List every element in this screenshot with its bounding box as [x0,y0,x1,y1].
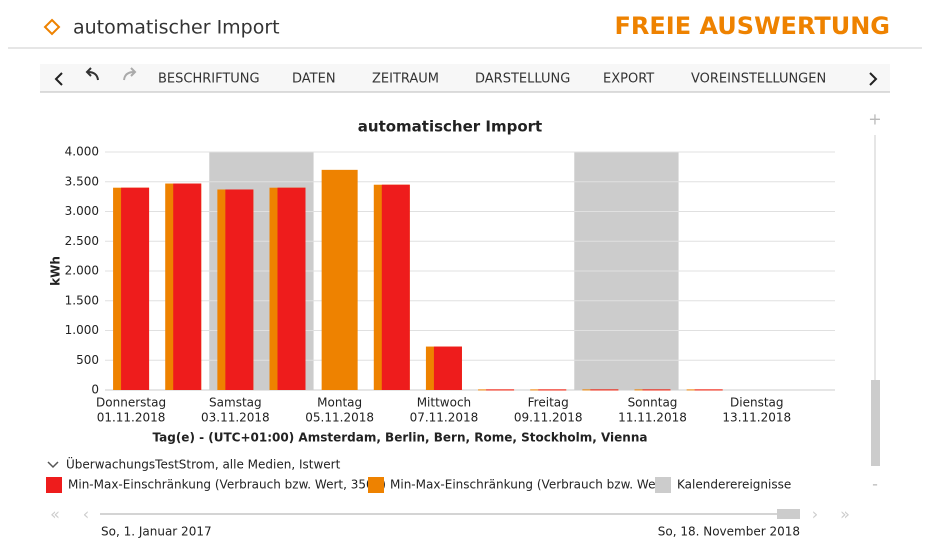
x-tick-weekday: Samstag [209,396,262,410]
x-tick-date: 07.11.2018 [410,411,479,425]
y-tick-label: 500 [76,353,99,367]
page-title: automatischer Import [73,17,280,39]
nav-next[interactable]: › [812,505,818,524]
y-tick-label: 3.000 [65,204,99,218]
legend-swatch[interactable] [655,477,671,493]
y-tick-label: 2.500 [65,234,99,248]
legend-group: ÜberwachungsTestStrom, alle Medien, Istw… [66,456,341,472]
x-axis-label: Tag(e) - (UTC+01:00) Amsterdam, Berlin, … [153,431,648,445]
undo-button[interactable] [85,67,99,81]
scroll-thumb[interactable] [871,380,880,466]
x-tick-weekday: Montag [317,396,362,410]
bar [538,389,567,391]
chart-title: automatischer Import [358,118,542,136]
toolbar [40,64,890,92]
y-axis-label: kWh [49,256,63,286]
bar [486,389,515,391]
y-tick-label: 4.000 [65,145,99,159]
nav-last[interactable]: » [840,505,850,524]
next-button[interactable] [869,72,878,86]
prev-button[interactable] [54,72,63,86]
x-tick-weekday: Mittwoch [417,396,471,410]
x-tick-weekday: Dienstag [730,396,784,410]
legend-label[interactable]: Kalenderereignisse [677,478,791,492]
x-tick-date: 05.11.2018 [305,411,374,425]
nav-end: So, 18. November 2018 [658,525,800,539]
bar [225,189,254,390]
x-tick-date: 01.11.2018 [97,411,166,425]
zoom-out[interactable]: - [872,475,878,494]
legend-label[interactable]: Min-Max-Einschränkung (Verbrauch bzw. We… [68,478,386,492]
bar [277,187,306,390]
y-tick-label: 2.000 [65,264,99,278]
toolbar-item[interactable]: VOREINSTELLUNGEN [691,72,826,87]
nav-prev[interactable]: ‹ [83,505,89,524]
brand: FREIE AUSWERTUNG [615,12,890,40]
diamond-icon [43,18,61,36]
bar [121,187,150,390]
nav-start: So, 1. Januar 2017 [101,525,212,539]
toolbar-item[interactable]: DARSTELLUNG [475,72,570,87]
x-tick-date: 09.11.2018 [514,411,583,425]
zoom-in[interactable]: + [868,110,881,129]
x-tick-date: 13.11.2018 [722,411,791,425]
legend-collapse[interactable] [47,461,59,469]
y-tick-label: 1.000 [65,323,99,337]
nav-first[interactable]: « [50,505,60,524]
toolbar-item[interactable]: DATEN [292,72,336,87]
x-tick-date: 11.11.2018 [618,411,687,425]
toolbar-item[interactable]: ZEITRAUM [372,72,439,87]
bar [173,183,202,390]
toolbar-item[interactable]: BESCHRIFTUNG [158,72,260,87]
y-tick-label: 3.500 [65,174,99,188]
bar [381,184,410,390]
x-tick-weekday: Sonntag [628,396,678,410]
x-tick-date: 03.11.2018 [201,411,270,425]
legend-swatch[interactable] [46,477,62,493]
bar [694,389,723,391]
bar [433,346,462,390]
legend-label[interactable]: Min-Max-Einschränkung (Verbrauch bzw. We… [390,478,670,492]
y-tick-label: 0 [91,383,99,397]
x-tick-weekday: Donnerstag [96,396,166,410]
redo-button[interactable] [123,67,137,81]
toolbar-item[interactable]: EXPORT [603,72,654,87]
x-tick-weekday: Freitag [528,396,569,410]
bar [590,389,619,391]
legend-swatch[interactable] [368,477,384,493]
navigator-thumb[interactable] [777,509,800,519]
y-tick-label: 1.500 [65,293,99,307]
bar [321,169,358,390]
bar [642,389,671,391]
